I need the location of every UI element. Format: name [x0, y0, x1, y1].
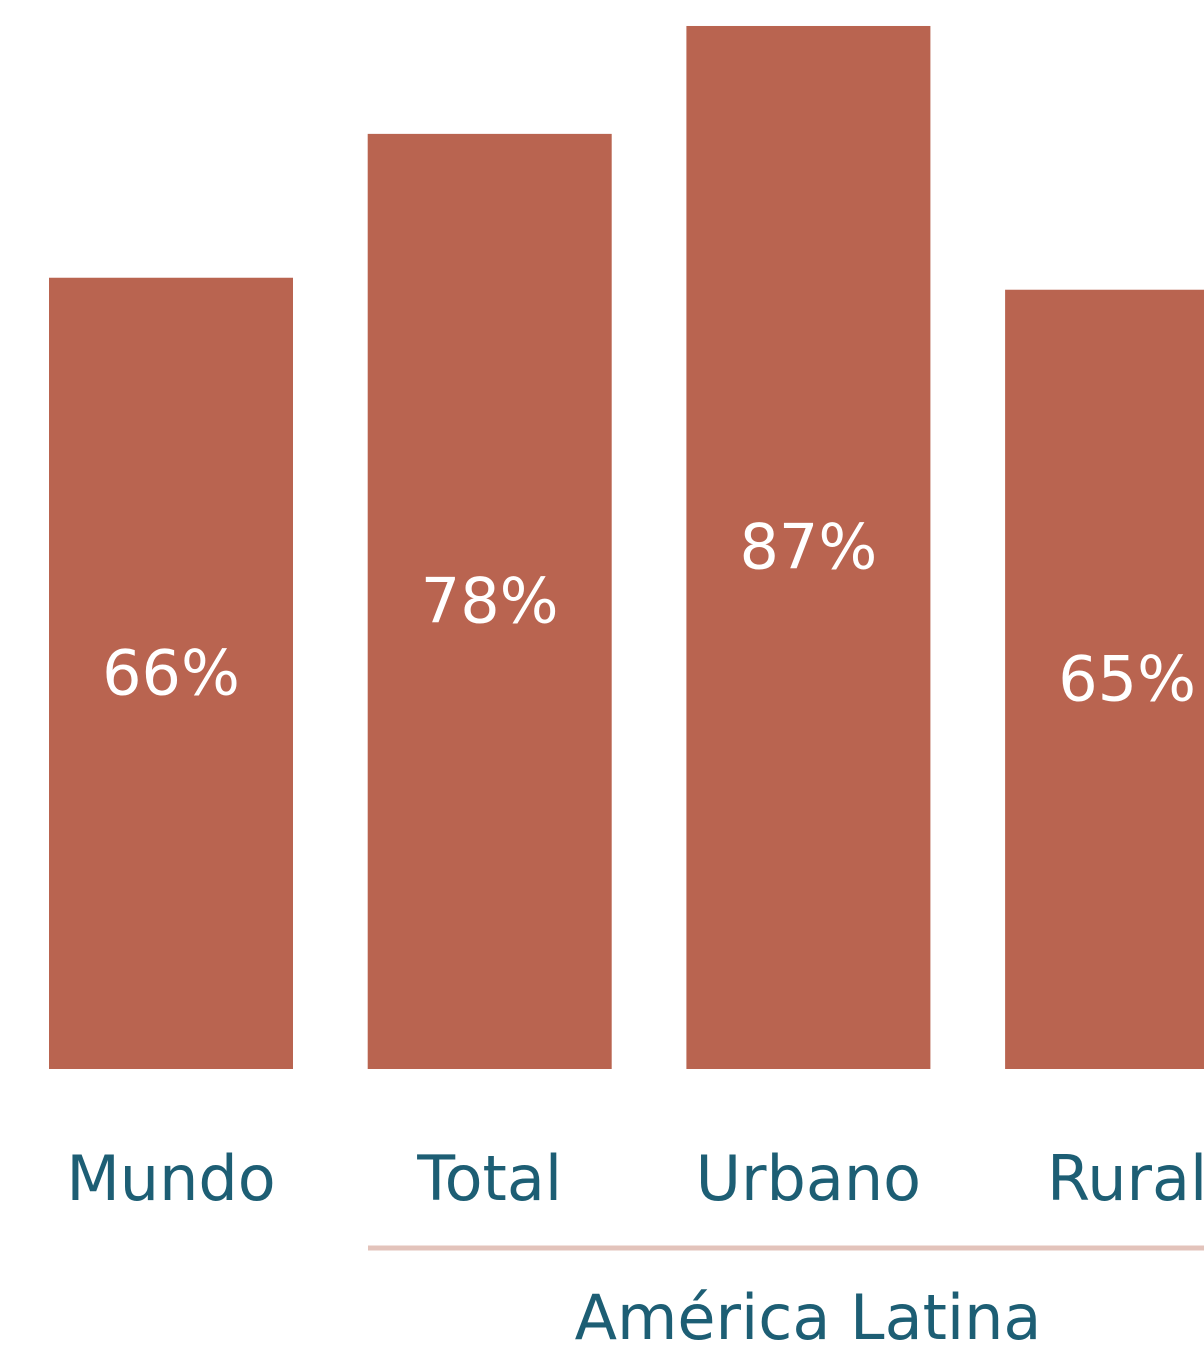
x-tick-label: Urbano: [696, 1142, 921, 1215]
group-label: América Latina: [575, 1281, 1042, 1353]
x-tick-label: Rural: [1047, 1142, 1204, 1215]
bar: [49, 277, 293, 1069]
x-tick-label: Mundo: [66, 1142, 275, 1215]
value-label: 78%: [421, 565, 559, 638]
x-tick-label: Total: [416, 1142, 562, 1215]
bar: [367, 133, 612, 1069]
bar: [1005, 289, 1204, 1069]
value-label: 66%: [102, 636, 240, 709]
value-label: 87%: [739, 511, 877, 584]
bar: [686, 25, 931, 1069]
value-label: 65%: [1058, 642, 1196, 715]
